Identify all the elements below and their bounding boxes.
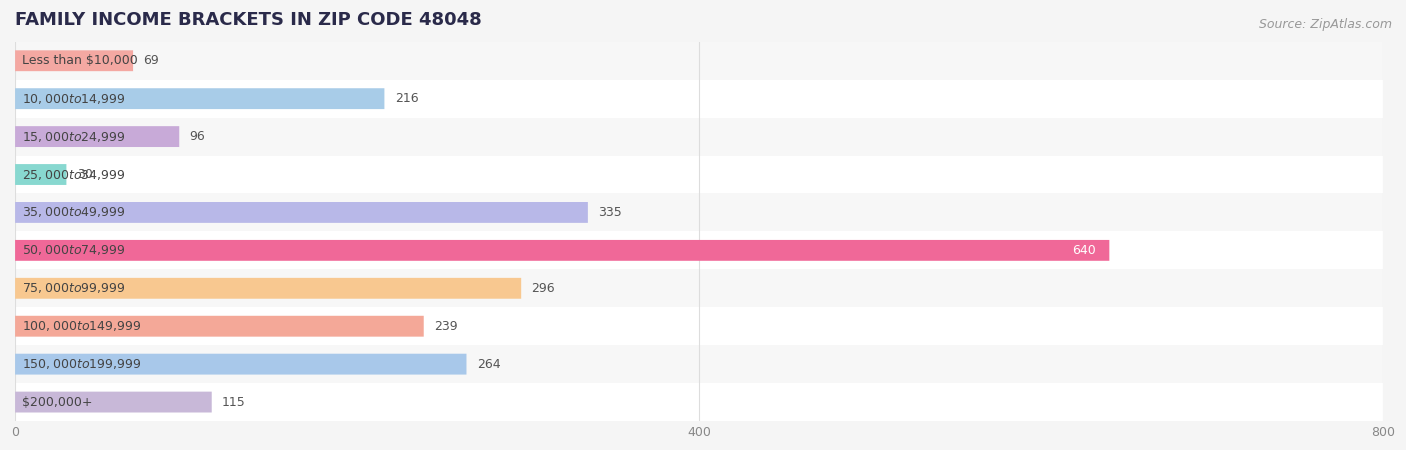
Bar <box>15 194 1384 231</box>
Bar <box>15 117 1384 156</box>
Text: $15,000 to $24,999: $15,000 to $24,999 <box>22 130 125 144</box>
FancyBboxPatch shape <box>15 126 179 147</box>
FancyBboxPatch shape <box>15 316 423 337</box>
Bar <box>15 80 1384 117</box>
FancyBboxPatch shape <box>15 354 467 374</box>
Text: $25,000 to $34,999: $25,000 to $34,999 <box>22 167 125 181</box>
Text: 69: 69 <box>143 54 159 67</box>
Text: $100,000 to $149,999: $100,000 to $149,999 <box>22 319 142 333</box>
Text: $10,000 to $14,999: $10,000 to $14,999 <box>22 92 125 106</box>
Text: $35,000 to $49,999: $35,000 to $49,999 <box>22 206 125 220</box>
Bar <box>15 307 1384 345</box>
Text: FAMILY INCOME BRACKETS IN ZIP CODE 48048: FAMILY INCOME BRACKETS IN ZIP CODE 48048 <box>15 11 482 29</box>
Text: $200,000+: $200,000+ <box>22 396 93 409</box>
Text: 640: 640 <box>1071 244 1095 257</box>
Text: $50,000 to $74,999: $50,000 to $74,999 <box>22 243 125 257</box>
Text: 30: 30 <box>77 168 93 181</box>
Text: 264: 264 <box>477 358 501 371</box>
Text: 216: 216 <box>395 92 419 105</box>
Text: 239: 239 <box>434 320 457 333</box>
FancyBboxPatch shape <box>15 50 134 71</box>
Text: 96: 96 <box>190 130 205 143</box>
Text: $150,000 to $199,999: $150,000 to $199,999 <box>22 357 142 371</box>
Bar <box>15 345 1384 383</box>
FancyBboxPatch shape <box>15 164 66 185</box>
FancyBboxPatch shape <box>15 202 588 223</box>
Text: Less than $10,000: Less than $10,000 <box>22 54 138 67</box>
Bar <box>15 42 1384 80</box>
Text: $75,000 to $99,999: $75,000 to $99,999 <box>22 281 125 295</box>
FancyBboxPatch shape <box>15 392 212 413</box>
Text: 335: 335 <box>598 206 621 219</box>
FancyBboxPatch shape <box>15 88 384 109</box>
Bar <box>15 270 1384 307</box>
FancyBboxPatch shape <box>15 240 1109 261</box>
Bar <box>15 231 1384 270</box>
Bar <box>15 156 1384 194</box>
Text: 296: 296 <box>531 282 555 295</box>
Text: 115: 115 <box>222 396 246 409</box>
Bar <box>15 383 1384 421</box>
FancyBboxPatch shape <box>15 278 522 299</box>
Text: Source: ZipAtlas.com: Source: ZipAtlas.com <box>1258 18 1392 31</box>
